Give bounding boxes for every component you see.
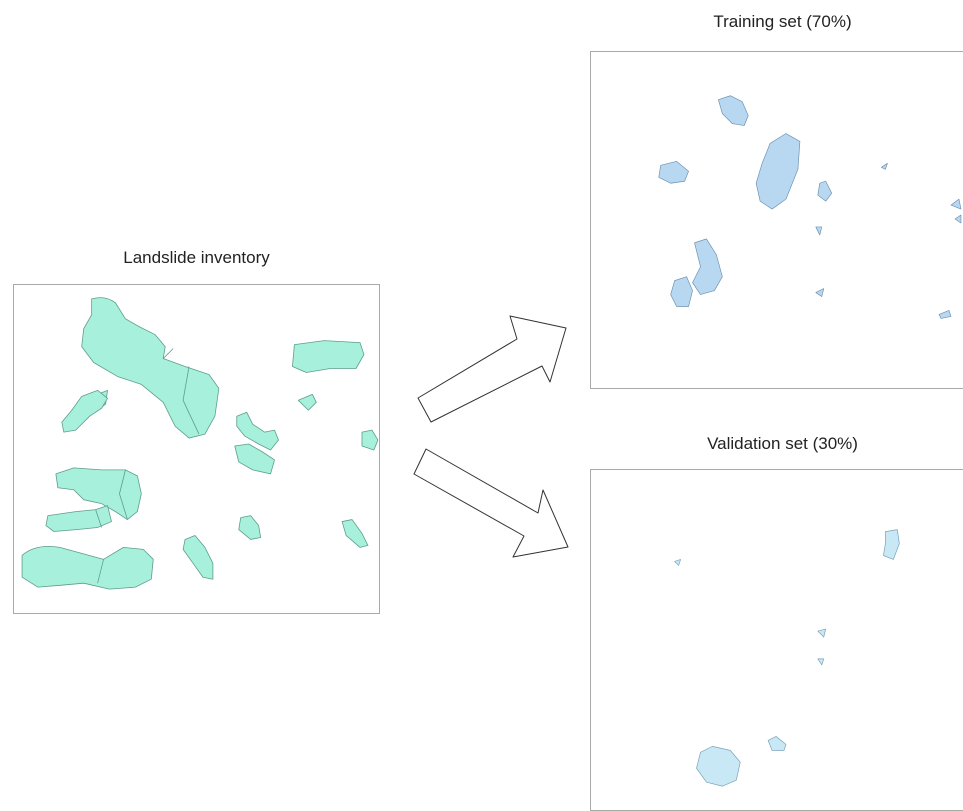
landslide-polygon — [238, 515, 262, 540]
landslide-polygon — [55, 467, 142, 520]
arrow-to-validation-set — [413, 448, 569, 558]
landslide-polygon — [817, 628, 827, 638]
landslide-polygon — [670, 276, 693, 307]
landslide-polygon — [755, 133, 801, 210]
inventory-title: Landslide inventory — [123, 248, 270, 267]
landslide-polygon — [881, 162, 888, 170]
landslide-polygon — [817, 658, 825, 666]
landslide-polygon — [236, 411, 279, 451]
landslide-polygon — [61, 389, 108, 433]
arrow-to-training-set — [417, 315, 567, 423]
training-set-map — [590, 51, 963, 389]
landslide-polygon — [674, 559, 681, 566]
training-set-title: Training set (70%) — [713, 12, 852, 31]
landslide-polygon — [718, 95, 749, 126]
landslide-polygon — [45, 505, 112, 532]
landslide-polygon — [817, 180, 833, 202]
landslide-polygon — [696, 746, 741, 787]
unit-boundary-line — [97, 559, 104, 584]
landslide-polygon — [692, 238, 723, 295]
landslide-polygon — [950, 198, 962, 210]
unit-boundary-line — [119, 469, 128, 520]
landslide-polygon — [767, 736, 787, 751]
landslide-polygon — [341, 519, 369, 548]
inventory-polygons — [21, 297, 379, 590]
unit-boundary-line — [162, 348, 174, 359]
landslide-polygon — [81, 297, 220, 439]
landslide-polygon — [954, 214, 962, 224]
inventory-map — [13, 284, 380, 614]
landslide-polygon — [883, 529, 900, 560]
landslide-polygon — [658, 161, 689, 184]
landslide-polygon — [182, 535, 214, 580]
landslide-polygon — [297, 393, 317, 411]
unit-boundary-line — [182, 366, 200, 435]
validation-set-map — [590, 469, 963, 811]
validation-set-title: Validation set (30%) — [707, 434, 858, 453]
landslide-polygon — [361, 429, 379, 451]
training-polygons — [658, 95, 962, 319]
landslide-polygon — [815, 288, 825, 297]
unit-boundary-line — [95, 509, 102, 528]
landslide-polygon — [21, 546, 154, 590]
landslide-polygon — [292, 340, 365, 373]
validation-polygons — [674, 529, 900, 787]
landslide-polygon — [234, 443, 275, 475]
landslide-polygon — [815, 226, 823, 236]
landslide-polygon — [938, 310, 952, 319]
